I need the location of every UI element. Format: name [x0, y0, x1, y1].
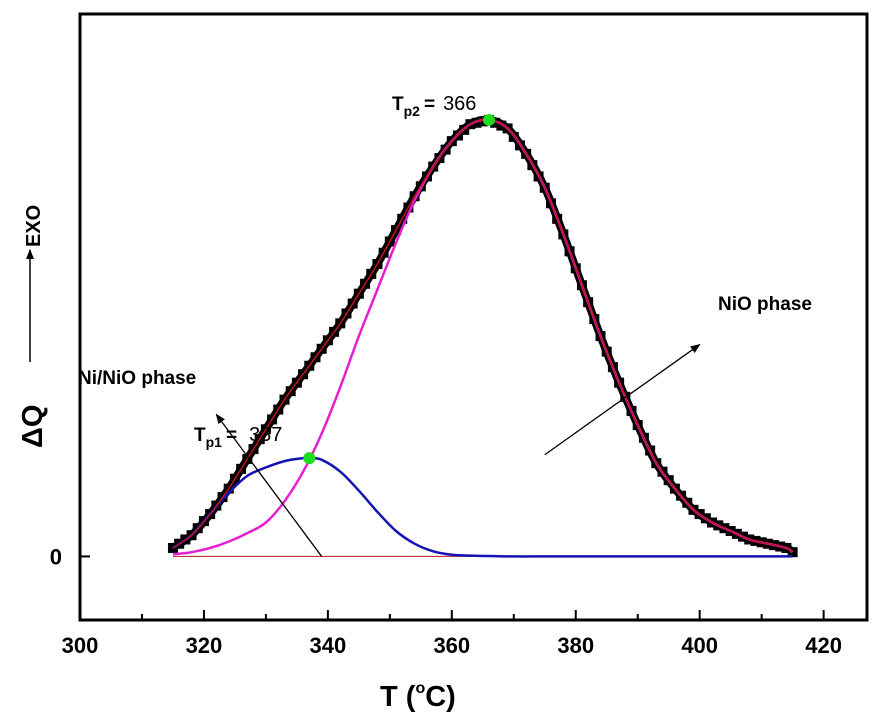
- tp1-subscript: p1: [206, 434, 223, 450]
- measured-data-trace: [170, 115, 796, 556]
- axis-tick-labels: 300 320 340 360 380 400 420 0: [50, 544, 842, 658]
- measured-data-point: [167, 542, 178, 553]
- peak2-fit-curve: [172, 118, 794, 556]
- x-axis-title-degree: o: [415, 680, 425, 697]
- x-tick-label: 300: [62, 633, 99, 658]
- tp1-annotation: Tp1 = 337: [194, 424, 282, 450]
- phase-arrow-2: [544, 343, 701, 456]
- phase-arrow-1: [215, 413, 323, 557]
- annotation-arrows: [215, 343, 701, 557]
- x-tick-label: 380: [557, 633, 594, 658]
- y-axis-exo-label: EXO: [23, 205, 45, 247]
- x-tick-label: 360: [433, 633, 470, 658]
- phase-label-nio: NiO phase: [718, 294, 812, 315]
- phase-label-ni-nio: Ni/NiO phase: [78, 368, 196, 389]
- peak1-fit-curve: [172, 456, 793, 558]
- x-axis-title-main: T (: [380, 681, 416, 713]
- y-axis-title: ΔQ: [17, 405, 49, 448]
- series-layer: [167, 114, 798, 558]
- total-fit-curve: [172, 118, 794, 553]
- measured-data-point: [787, 547, 798, 558]
- tp2-symbol: T: [392, 94, 404, 115]
- tp2-value: 366: [443, 93, 476, 115]
- measured-data-point: [496, 120, 507, 131]
- peak-markers: [303, 113, 495, 465]
- y-tick-label: 0: [50, 544, 62, 569]
- tp2-annotation: Tp2 = 366: [392, 93, 476, 119]
- tp2-subscript: p2: [404, 103, 421, 119]
- measured-data-point: [490, 117, 501, 128]
- tp1-value: 337: [249, 424, 282, 446]
- peak-marker-1: [303, 452, 316, 465]
- plot-frame: [78, 12, 869, 622]
- x-tick-label: 420: [805, 633, 842, 658]
- axis-ticks: [79, 555, 825, 620]
- x-tick-label: 340: [310, 633, 347, 658]
- tp1-equals: =: [226, 425, 237, 446]
- measured-data-point: [477, 116, 488, 127]
- tp2-equals: =: [424, 94, 435, 115]
- tp1-symbol: T: [194, 425, 206, 446]
- x-axis-title-unit: C): [425, 681, 456, 713]
- x-tick-label: 400: [681, 633, 718, 658]
- x-tick-label: 320: [186, 633, 223, 658]
- peak-marker-2: [482, 113, 495, 126]
- x-axis-title: T (oC): [380, 680, 456, 713]
- measured-data-point: [471, 117, 482, 128]
